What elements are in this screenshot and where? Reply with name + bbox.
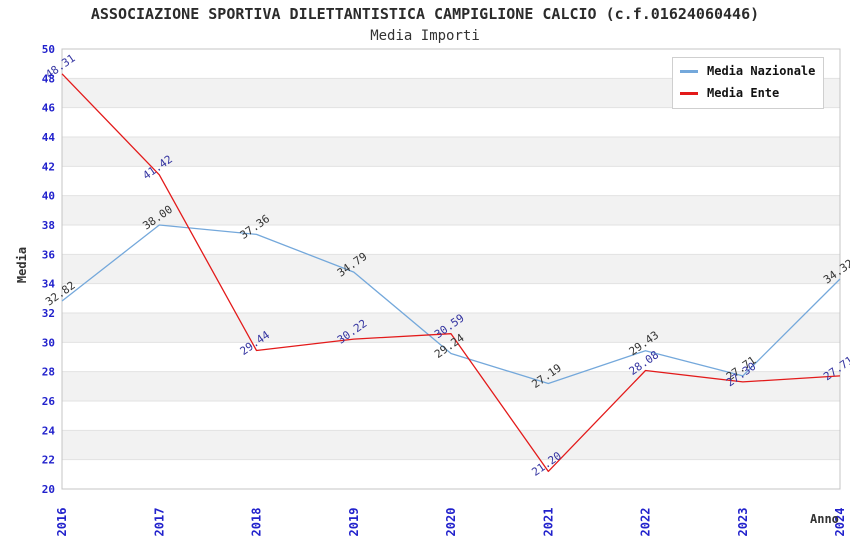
x-tick-label: 2021 bbox=[541, 508, 555, 537]
y-tick-label: 36 bbox=[42, 248, 56, 261]
y-tick-label: 42 bbox=[42, 160, 55, 173]
legend-label-ente: Media Ente bbox=[707, 86, 780, 100]
chart-title: ASSOCIAZIONE SPORTIVA DILETTANTISTICA CA… bbox=[90, 5, 760, 23]
y-tick-label: 26 bbox=[42, 395, 56, 408]
legend: Media Nazionale Media Ente bbox=[672, 57, 825, 109]
y-tick-label: 48 bbox=[42, 72, 55, 85]
y-tick-label: 38 bbox=[42, 219, 55, 232]
y-tick-label: 20 bbox=[42, 483, 55, 496]
legend-label-nazionale: Media Nazionale bbox=[707, 64, 816, 78]
plot-border bbox=[61, 48, 841, 490]
grid-band bbox=[62, 313, 840, 343]
y-tick-label: 34 bbox=[42, 278, 56, 291]
x-axis-title: Anno bbox=[810, 512, 839, 526]
legend-item-media-ente: Media Ente bbox=[680, 86, 815, 100]
x-tick-label: 2023 bbox=[736, 508, 750, 537]
y-tick-label: 30 bbox=[42, 336, 55, 349]
grid-band bbox=[62, 195, 840, 225]
x-tick-label: 2016 bbox=[55, 508, 69, 537]
legend-swatch-ente-icon bbox=[680, 91, 698, 95]
grid-band bbox=[62, 254, 840, 284]
y-tick-label: 22 bbox=[42, 454, 55, 467]
series-line-ente bbox=[61, 73, 841, 473]
x-tick-label: 2018 bbox=[250, 508, 264, 537]
x-tick-label: 2022 bbox=[639, 508, 653, 537]
y-tick-label: 28 bbox=[42, 366, 55, 379]
x-tick-label: 2020 bbox=[444, 508, 458, 537]
y-tick-label: 40 bbox=[42, 190, 55, 203]
grid-band bbox=[62, 137, 840, 167]
grid-band bbox=[62, 371, 840, 401]
y-tick-label: 32 bbox=[42, 307, 55, 320]
y-tick-label: 50 bbox=[42, 43, 55, 56]
y-tick-label: 46 bbox=[42, 102, 56, 115]
x-tick-label: 2019 bbox=[347, 508, 361, 537]
grid-band bbox=[62, 430, 840, 460]
y-axis-title: Media bbox=[15, 246, 29, 284]
x-tick-label: 2024 bbox=[833, 508, 847, 537]
legend-swatch-nazionale-icon bbox=[680, 69, 698, 73]
legend-item-media-nazionale: Media Nazionale bbox=[680, 64, 815, 78]
chart-subtitle: Media Importi bbox=[370, 28, 480, 44]
series-line-nazionale bbox=[61, 224, 841, 385]
y-tick-label: 24 bbox=[42, 424, 56, 437]
x-tick-label: 2017 bbox=[152, 508, 166, 537]
y-tick-label: 44 bbox=[42, 131, 56, 144]
